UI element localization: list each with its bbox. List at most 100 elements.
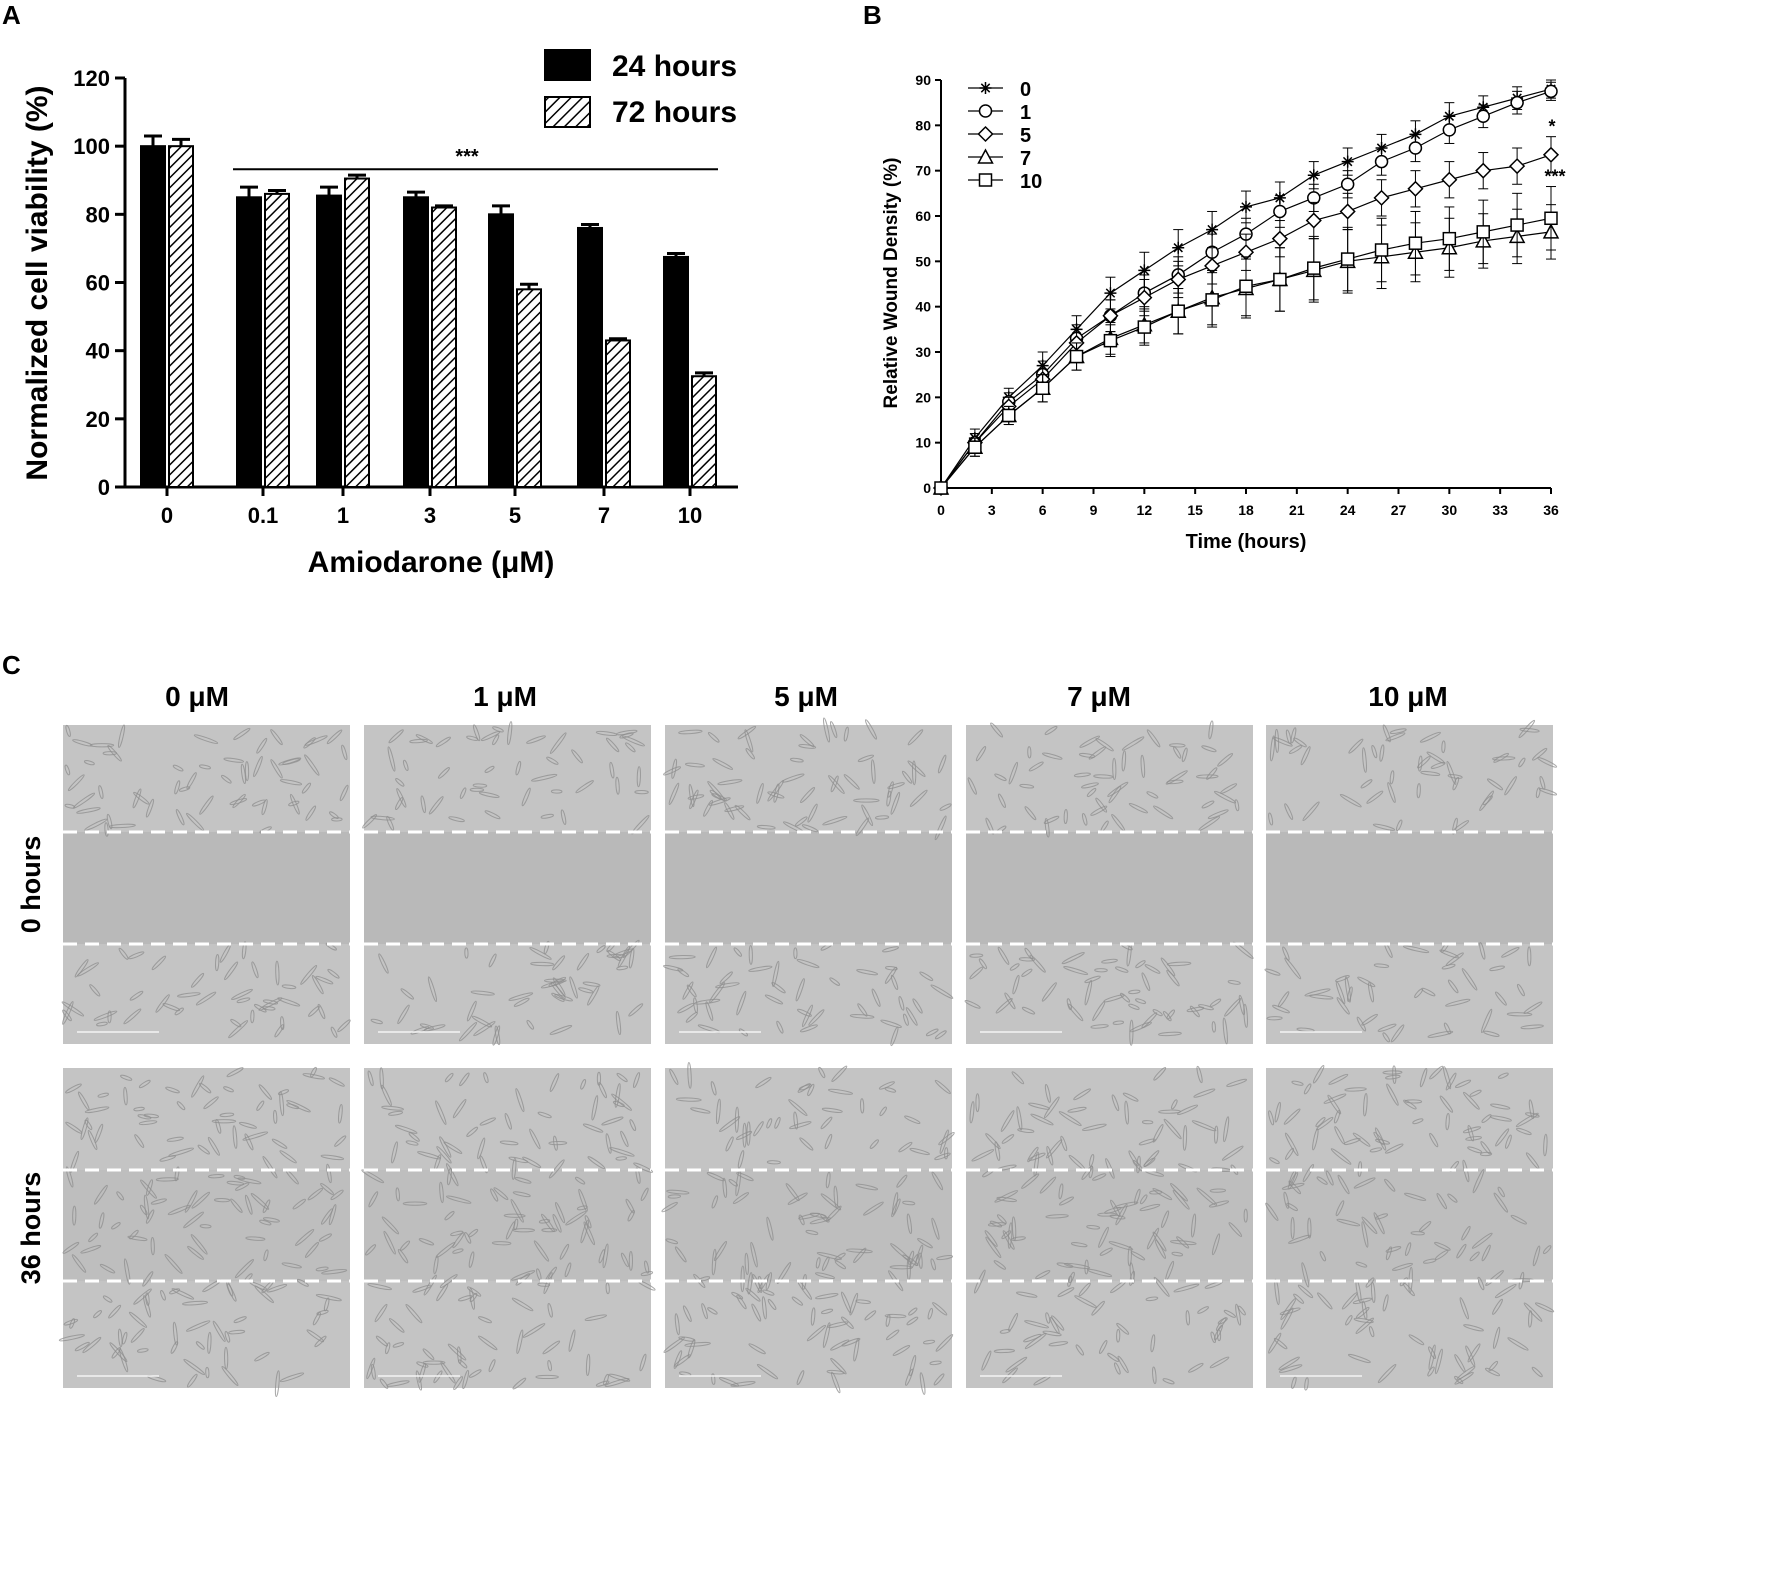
data-point-10 [934, 481, 948, 495]
data-point-5 [1170, 271, 1187, 288]
panel-label-c: C [2, 650, 21, 680]
x-tick-label: 18 [1238, 502, 1254, 518]
legend-swatch-72h [544, 96, 591, 128]
x-tick-label: 27 [1391, 502, 1407, 518]
data-point-0 [1172, 241, 1185, 254]
micrograph-0-hours-0μM [61, 724, 351, 1044]
y-axis-title: Normalized cell viability (%) [21, 85, 54, 480]
bar-72h-7 [605, 339, 631, 489]
data-point-5 [1373, 189, 1390, 206]
data-point-10 [1171, 304, 1185, 318]
legend-label-7: 7 [1020, 148, 1031, 170]
y-tick-label: 50 [915, 253, 931, 269]
x-tick-label: 6 [1039, 502, 1047, 518]
x-tick-label: 3 [424, 503, 436, 528]
data-point-10 [1137, 320, 1152, 334]
column-header: 7 μM [1067, 681, 1131, 712]
data-point-1 [1340, 177, 1355, 192]
data-point-10 [1340, 252, 1355, 266]
micrograph-36-hours-10μM [1265, 1065, 1555, 1391]
data-point-1 [1476, 109, 1490, 124]
bar-24h-0 [140, 145, 166, 489]
data-point-10 [1476, 225, 1490, 239]
y-tick-label: 120 [73, 66, 110, 91]
data-point-10 [1273, 272, 1287, 287]
x-axis-title: Time (hours) [1186, 531, 1307, 553]
y-tick-label: 20 [915, 389, 931, 405]
y-tick-label: 60 [86, 271, 110, 296]
column-header: 5 μM [774, 681, 838, 712]
legend-label-10: 10 [1020, 171, 1042, 193]
data-point-5 [1136, 289, 1153, 306]
y-axis-title: Relative Wound Density (%) [881, 158, 902, 409]
data-point-5 [1542, 146, 1560, 163]
data-point-1 [1510, 95, 1524, 110]
significance-label: *** [455, 146, 479, 168]
data-point-5 [1509, 158, 1526, 175]
data-point-5 [1271, 230, 1288, 247]
y-tick-label: 10 [915, 435, 931, 451]
legend-label-72h: 72 hours [612, 96, 737, 129]
data-point-10 [1374, 243, 1389, 257]
y-tick-label: 90 [915, 72, 931, 88]
data-point-10 [1069, 349, 1084, 364]
x-tick-label: 10 [678, 503, 702, 528]
legend-marker-5 [977, 125, 994, 143]
data-point-10 [1442, 231, 1457, 246]
micrograph-0-hours-7μM [964, 720, 1254, 1046]
legend-marker-0 [979, 82, 992, 94]
x-axis-title: Amiodarone (μM) [308, 546, 555, 579]
bar-72h-0 [168, 145, 194, 489]
data-point-5 [1102, 307, 1119, 324]
panel-label-b: B [863, 0, 882, 30]
bar-24h-0.1 [236, 196, 262, 489]
panel-label-a: A [2, 0, 21, 30]
data-point-10 [1408, 236, 1423, 250]
bar-24h-1 [316, 194, 342, 488]
x-tick-label: 9 [1090, 502, 1098, 518]
data-point-10 [1035, 381, 1050, 396]
y-tick-label: 0 [923, 480, 931, 496]
y-tick-label: 30 [915, 344, 931, 360]
bar-72h-10 [691, 375, 717, 488]
legend-marker-7 [977, 148, 994, 164]
bar-72h-5 [516, 288, 542, 489]
y-tick-label: 100 [73, 134, 110, 159]
legend-swatch-24h [544, 49, 591, 81]
data-point-10 [1002, 408, 1016, 423]
micrograph-36-hours-5μM [661, 1062, 955, 1395]
x-tick-label: 12 [1137, 502, 1153, 518]
legend-label-5: 5 [1020, 125, 1031, 147]
data-point-10 [968, 440, 982, 454]
data-point-1 [1544, 84, 1558, 99]
x-tick-label: 36 [1543, 502, 1559, 518]
data-point-10 [1544, 211, 1558, 226]
legend-label-1: 1 [1020, 102, 1031, 124]
bar-72h-0.1 [264, 192, 290, 488]
legend-label-0: 0 [1020, 79, 1031, 101]
bar-24h-7 [577, 226, 603, 488]
column-header: 10 μM [1368, 681, 1447, 712]
legend-marker-10 [978, 173, 993, 187]
row-label: 0 hours [16, 836, 46, 934]
bar-72h-3 [431, 206, 457, 488]
data-point-0 [1104, 287, 1117, 300]
micrograph-36-hours-7μM [966, 1065, 1253, 1388]
data-point-1 [1273, 204, 1287, 219]
bar-24h-3 [403, 196, 429, 489]
micrograph-36-hours-0μM [58, 1066, 350, 1398]
data-point-5 [1305, 212, 1322, 229]
y-tick-label: 80 [915, 117, 931, 133]
data-point-10 [1239, 279, 1253, 294]
row-label: 36 hours [16, 1172, 46, 1285]
x-tick-label: 1 [337, 503, 349, 528]
data-point-0 [1240, 200, 1252, 213]
data-point-10 [1307, 261, 1321, 275]
data-point-1 [1408, 141, 1423, 155]
y-tick-label: 80 [86, 202, 110, 227]
bar-24h-5 [488, 213, 514, 488]
data-point-0 [1341, 155, 1354, 168]
data-point-5 [1407, 180, 1424, 197]
